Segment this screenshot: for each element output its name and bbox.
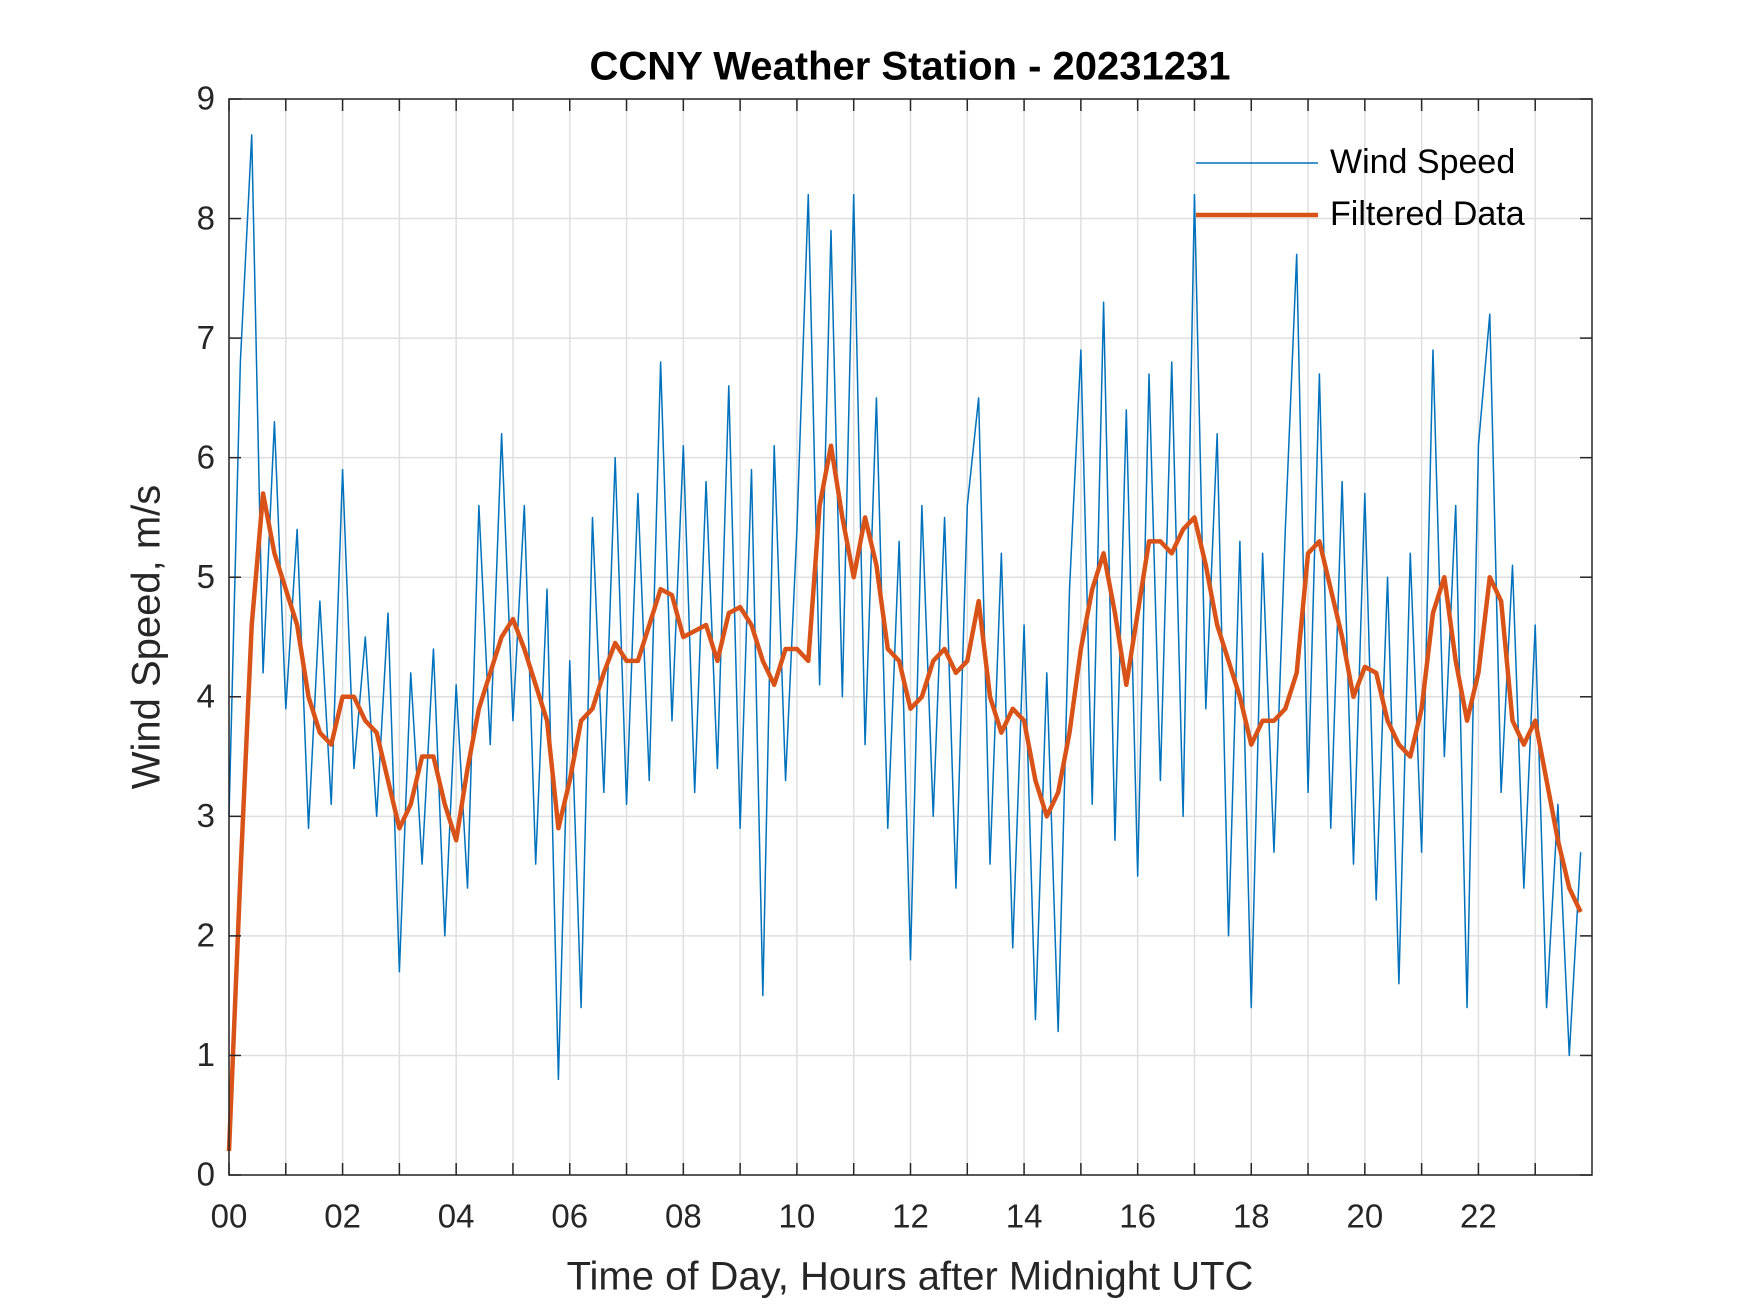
x-tick-label: 08	[665, 1198, 702, 1235]
y-tick-label: 0	[197, 1156, 215, 1193]
x-tick-label: 12	[892, 1198, 929, 1235]
y-tick-label: 3	[197, 797, 215, 834]
y-tick-label: 4	[197, 677, 215, 714]
y-tick-label: 1	[197, 1036, 215, 1073]
y-tick-label: 8	[197, 199, 215, 236]
x-tick-label: 18	[1233, 1198, 1270, 1235]
data-line	[226, 443, 1583, 1152]
y-tick-label: 6	[197, 438, 215, 475]
y-tick-label: 7	[197, 319, 215, 356]
data-line	[228, 134, 1582, 1081]
x-tick-label: 16	[1119, 1198, 1156, 1235]
chart-title: CCNY Weather Station - 20231231	[590, 45, 1231, 89]
y-axis-label: Wind Speed, m/s	[125, 485, 169, 790]
y-tick-label: 2	[197, 917, 215, 954]
x-tick-label: 22	[1460, 1198, 1497, 1235]
x-tick-label: 06	[551, 1198, 588, 1235]
x-tick-label: 10	[779, 1198, 816, 1235]
legend-label: Filtered Data	[1330, 195, 1525, 233]
legend-label: Wind Speed	[1330, 143, 1515, 181]
y-tick-label: 5	[197, 558, 215, 595]
x-axis-label: Time of Day, Hours after Midnight UTC	[567, 1255, 1254, 1299]
x-tick-label: 02	[324, 1198, 361, 1235]
x-tick-label: 20	[1346, 1198, 1383, 1235]
x-tick-label: 00	[211, 1198, 248, 1235]
x-tick-label: 14	[1006, 1198, 1043, 1235]
x-tick-label: 04	[438, 1198, 475, 1235]
y-tick-label: 9	[197, 80, 215, 117]
